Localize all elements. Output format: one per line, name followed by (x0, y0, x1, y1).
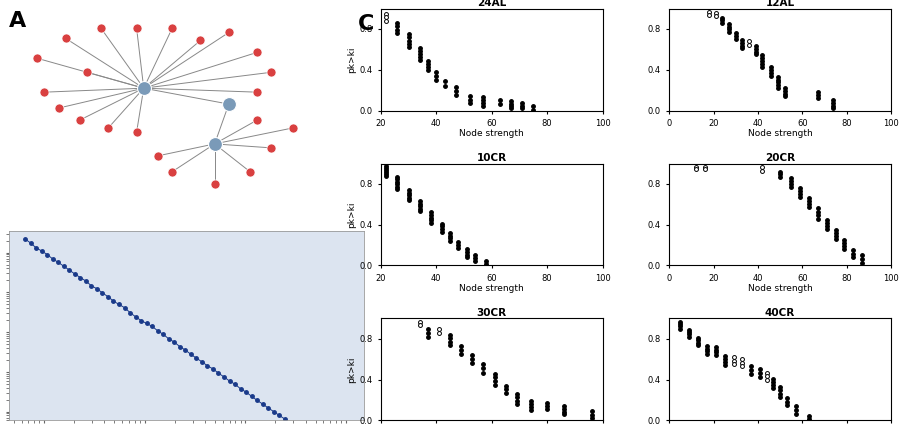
X-axis label: Node strength: Node strength (748, 129, 813, 138)
X-axis label: Node strength: Node strength (748, 284, 813, 293)
Y-axis label: pk>ki: pk>ki (347, 46, 356, 73)
Title: 10CR: 10CR (477, 153, 507, 163)
X-axis label: Node strength: Node strength (459, 284, 524, 293)
Y-axis label: pk>ki: pk>ki (347, 201, 356, 228)
Text: C: C (358, 14, 374, 34)
Y-axis label: pk>ki: pk>ki (347, 356, 356, 383)
Title: 40CR: 40CR (765, 308, 796, 318)
Title: 12AL: 12AL (766, 0, 795, 8)
Title: 30CR: 30CR (477, 308, 507, 318)
Title: 20CR: 20CR (765, 153, 796, 163)
Text: A: A (9, 11, 26, 30)
X-axis label: Node strength: Node strength (459, 129, 524, 138)
Title: 24AL: 24AL (477, 0, 507, 8)
